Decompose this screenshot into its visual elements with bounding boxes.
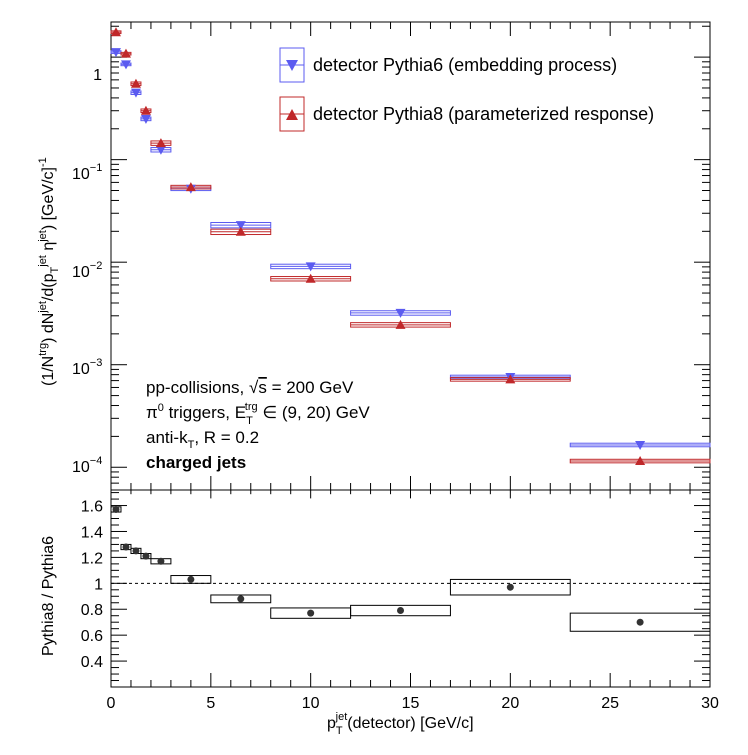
legend-entry-pythia6: detector Pythia6 (embedding process) [279,47,617,83]
ratio-ytick-label: 1.2 [81,550,103,567]
ratio-syst-boxes [110,506,711,632]
xlabel: pTjet(detector) [GeV/c] [327,711,474,737]
legend-entry-pythia8: detector Pythia8 (parameterized response… [279,96,654,132]
ytick-label-1e-2: 10−2 [72,260,102,281]
ratio-marker [142,552,150,560]
marker-pythia8 [635,456,646,466]
marker-pythia6 [155,145,166,155]
ratio-box [449,578,571,596]
ratio-marker [132,547,140,555]
legend-label-pythia8: detector Pythia8 (parameterized response… [313,104,654,124]
top-ylabel: (1/Ntrg) dNjet/d(pTjet ηjet) [GeV/c]-1 [37,157,61,386]
marker-pythia8 [155,138,166,148]
annotation-triggers: π0 triggers, ETtrg ∈ (9, 20) GeV [146,401,370,427]
marker-pythia8 [185,182,196,192]
marker-pythia6 [305,262,316,272]
annotation-jet-type: charged jets [146,453,246,472]
xtick-label: 20 [501,695,519,712]
xtick-label: 15 [402,695,420,712]
annotation-collisions: pp-collisions, √s = 200 GeV [146,378,354,397]
ratio-box [170,575,212,584]
marker-pythia8 [235,226,246,236]
top-syst-boxes [110,30,711,464]
ytick-label-1: 1 [93,67,102,84]
xtick-label: 30 [701,695,719,712]
ratio-ytick-labels: 0.4 0.6 0.8 1 1.2 1.4 1.6 [81,499,103,672]
marker-pythia6 [395,308,406,318]
ratio-box [210,594,272,604]
ratio-markers [112,505,644,626]
annotation-block: pp-collisions, √s = 200 GeV π0 triggers,… [146,378,370,472]
ratio-ytick-label: 1 [94,576,103,593]
ratio-marker [506,583,514,591]
xtick-label: 25 [601,695,619,712]
ytick-label-1e-4: 10−4 [72,455,102,476]
ratio-box [569,612,711,632]
ratio-box [350,604,451,617]
ratio-marker [157,557,165,565]
ratio-marker [187,575,195,583]
xtick-label: 0 [107,695,116,712]
ratio-marker [237,595,245,603]
marker-pythia6 [130,88,141,98]
marker-pythia6 [120,60,131,70]
ratio-plot-frame [110,489,711,688]
top-axis-ticks [110,22,711,491]
ratio-marker [307,609,315,617]
marker-pythia8 [120,48,131,58]
ratio-ytick-label: 1.4 [81,524,103,541]
marker-pythia6 [110,48,121,58]
marker-pythia6 [140,114,151,124]
ratio-marker [636,618,644,626]
marker-pythia8 [505,374,516,384]
ratio-ytick-label: 0.8 [81,602,103,619]
marker-pythia8 [395,319,406,329]
top-markers [110,27,646,466]
marker-pythia8 [305,273,316,283]
annotation-algorithm: anti-kT, R = 0.2 [146,428,259,451]
xtick-label: 10 [302,695,320,712]
marker-pythia8 [110,27,121,37]
ratio-ylabel: Pythia8 / Pythia6 [40,536,57,656]
ratio-marker [112,505,120,513]
ratio-marker [397,607,405,615]
xtick-label: 5 [206,695,215,712]
ratio-marker [122,543,130,551]
marker-pythia6 [635,440,646,450]
legend: detector Pythia6 (embedding process) det… [279,47,654,132]
ratio-axis-ticks [110,490,711,688]
sqrt-symbol: √ [249,378,259,397]
marker-pythia8 [140,105,151,115]
legend-label-pythia6: detector Pythia6 (embedding process) [313,55,617,75]
ytick-label-1e-3: 10−3 [72,357,102,378]
ratio-ytick-label: 0.6 [81,628,103,645]
marker-pythia6 [235,221,246,231]
ytick-label-1e-1: 10−1 [72,162,102,183]
ratio-ytick-label: 0.4 [81,654,103,671]
xtick-labels: 0 5 10 15 20 25 30 [107,695,719,712]
ratio-ytick-label: 1.6 [81,499,103,516]
marker-pythia8 [130,78,141,88]
